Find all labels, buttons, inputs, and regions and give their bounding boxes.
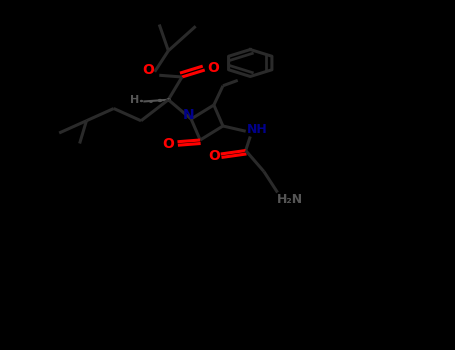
Text: N: N bbox=[183, 108, 195, 122]
Text: H₂N: H₂N bbox=[277, 193, 303, 206]
Text: O: O bbox=[142, 63, 154, 77]
Text: NH: NH bbox=[247, 123, 268, 136]
Text: O: O bbox=[162, 136, 174, 150]
Text: O: O bbox=[208, 149, 220, 163]
Text: O: O bbox=[207, 61, 219, 75]
Text: H: H bbox=[130, 95, 139, 105]
